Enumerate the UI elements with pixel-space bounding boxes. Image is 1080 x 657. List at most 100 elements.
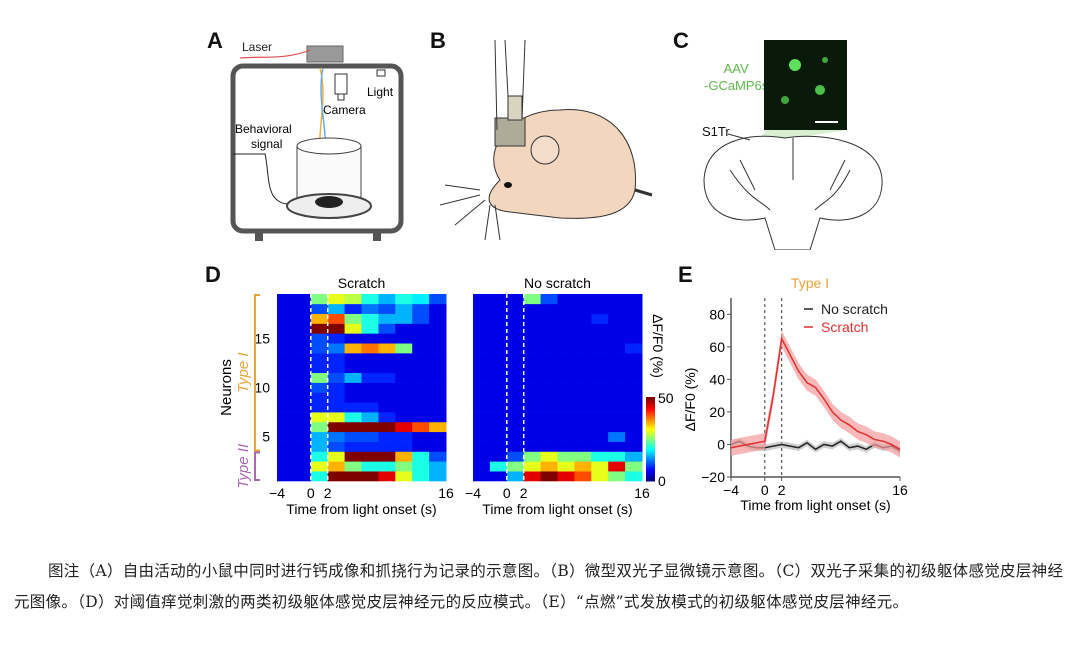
heatmap-cell [293,382,312,393]
heatmap-cell [429,303,447,314]
colorbar-segment [646,418,655,421]
heatmap-cell [277,294,295,305]
heatmap-cell [277,303,295,314]
heatmap-cell [293,402,312,413]
heatmap-cell [574,412,592,423]
heatmap-cell [540,313,558,324]
heatmap-cell [327,303,346,314]
heatmap-cell [361,382,379,393]
heatmap-cell [378,402,396,413]
heatmap-cell [523,362,542,374]
heatmap-cell [540,372,558,383]
heatmap-cell [574,421,592,433]
heatmap-cell [574,431,592,442]
heatmap-cell [489,451,508,462]
heatmap-cell [489,421,508,433]
colorbar-segment [646,430,655,434]
heatmap-cell [523,451,542,462]
heatmap-cell [489,343,508,354]
heatmap-cell [277,333,295,344]
heatmap-cell [395,294,413,305]
heatmap-cell [608,471,626,482]
heatmap-cell [412,471,430,482]
colorbar-segment [646,464,655,467]
colorbar-segment [646,434,655,438]
heatmap-cell [489,333,508,344]
heatmap-cell [293,303,312,314]
miniature-microscope-mouse-illustration [440,40,653,240]
heatmap-cell [473,343,491,354]
heatmap-cell [310,313,329,324]
colorbar-segment [646,474,655,478]
heatmap-cell [591,471,609,482]
heatmap-cell [412,392,430,403]
heatmap-cell [591,323,609,334]
heatmap-cell [395,382,413,393]
heatmap-cell [327,392,346,403]
heatmap-cell [625,431,643,442]
colorbar-segment [646,428,655,432]
heatmap-cell [608,303,626,314]
heatmap-cell [523,412,542,423]
heatmap-cell [574,333,592,344]
heatmap-cell [625,343,643,354]
heatmap-cell [591,431,609,442]
heatmap-cell [395,303,413,314]
heatmap-cell [625,362,643,374]
heatmap-cell [327,343,346,354]
heatmap-cell [540,471,558,482]
heatmap-cell [412,412,430,423]
panel-label-e: E [678,262,693,287]
heatmap-cell [327,471,346,482]
laser-beam [239,49,311,59]
heatmap-cell [361,441,379,452]
heatmap-cell [310,471,329,482]
heatmap-cell [277,313,295,324]
heatmap-cell [608,451,626,462]
y-tick-label: 60 [709,339,725,355]
heatmap-cell [506,323,525,334]
heatmap-cell [557,421,575,433]
heatmap-cell [429,412,447,423]
gcamp-fluorescence-image [764,40,847,130]
heatmap-cell [608,333,626,344]
group-bracket [254,451,260,481]
heatmap-cell [310,412,329,423]
heatmap-cell [395,343,413,354]
heatmap-cell [506,402,525,413]
heatmap-cell [378,333,396,344]
heatmap-cell [344,382,362,393]
heatmap-cell [574,362,592,374]
heatmap-cell [327,362,346,374]
heatmap-cell [574,353,592,364]
x-tick-label: 0 [503,485,511,501]
heatmap-cell [506,343,525,354]
x-tick-label: 0 [307,485,315,501]
heatmap-cell [344,451,362,462]
heatmap-cell [608,353,626,364]
heatmap-cell [395,421,413,433]
heatmap-cell [608,323,626,334]
heatmap-cell [395,392,413,403]
heatmap-cell [473,471,491,482]
heatmap-cell [506,313,525,324]
heatmap-cell [557,471,575,482]
heatmap-cell [506,451,525,462]
y-axis-label: ΔF/F0 (%) [682,368,698,432]
heatmap-cell [574,323,592,334]
heatmap-cell [327,461,346,472]
heatmap-cell [429,333,447,344]
heatmap-cell [489,353,508,364]
heatmap-cell [361,402,379,413]
light-label: Light [367,85,394,99]
heatmap-cell [506,382,525,393]
colorbar-segment [646,403,655,406]
heatmap-cell [473,294,491,305]
heatmap-cell [327,323,346,334]
heatmap-cell [489,412,508,423]
brain-section-illustration [703,40,883,250]
colorbar-segment [646,441,655,444]
heatmap-cell [557,382,575,393]
heatmap-cell [523,431,542,442]
heatmap-cell [293,461,312,472]
